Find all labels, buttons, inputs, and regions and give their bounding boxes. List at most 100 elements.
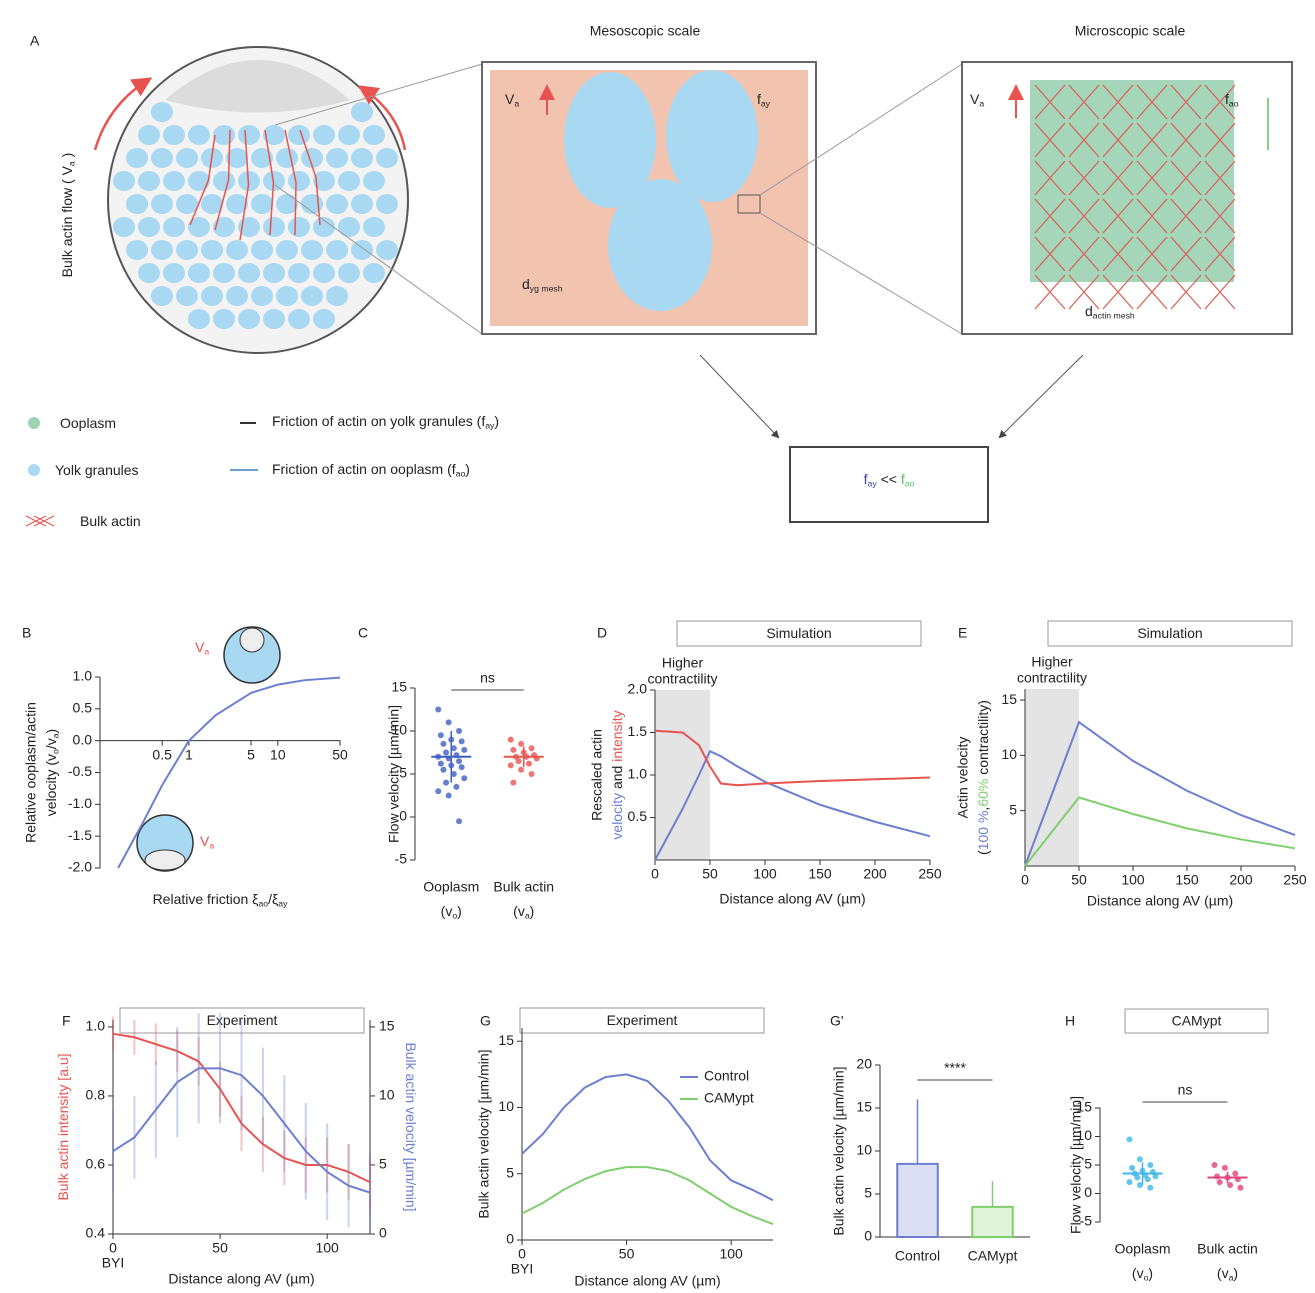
point xyxy=(508,762,514,768)
panel-letter: F xyxy=(62,1013,71,1029)
yolk-granule xyxy=(151,102,173,122)
text-part: Bulk actin intensity [a.u] xyxy=(55,1053,71,1200)
shade-label: contractility xyxy=(1017,670,1087,686)
x-tick-label: 0 xyxy=(518,1246,526,1262)
y-tick-label: 15 xyxy=(391,679,407,695)
y-tick-label: 5 xyxy=(506,1164,514,1180)
yolk-granule xyxy=(263,309,285,329)
panel-letter: C xyxy=(358,625,368,641)
yolk-granule xyxy=(138,217,160,237)
x-tick-label: 200 xyxy=(863,866,887,882)
inset xyxy=(145,850,185,870)
x-tick-label: 50 xyxy=(702,866,718,882)
y2-tick-label: 5 xyxy=(379,1156,387,1172)
yolk-granule xyxy=(276,194,298,214)
text-part: velocity (v xyxy=(43,754,59,816)
shaded-region xyxy=(1025,689,1079,866)
legend-label: Ooplasm xyxy=(60,415,116,431)
panel-letter: A xyxy=(30,33,40,49)
x-tick-label: 0 xyxy=(651,866,659,882)
point xyxy=(508,737,514,743)
annotation: Va xyxy=(200,833,214,851)
yolk-granule xyxy=(226,240,248,260)
shade-label: contractility xyxy=(647,671,717,687)
yolk-granule xyxy=(608,179,712,311)
point xyxy=(438,732,444,738)
point xyxy=(443,780,449,786)
point xyxy=(526,761,532,767)
x-tick-sublabel: (va) xyxy=(513,903,534,921)
y-tick-label: -1.5 xyxy=(68,827,92,843)
yolk-granule xyxy=(251,286,273,306)
legend-swatch xyxy=(26,516,54,526)
yolk-granule xyxy=(288,309,310,329)
point xyxy=(510,780,516,786)
point xyxy=(461,775,467,781)
x-tick-sublabel: (vo) xyxy=(1132,1265,1153,1283)
x-tick-label: 150 xyxy=(1175,872,1199,888)
yolk-granule xyxy=(363,171,385,191)
text-part: ao xyxy=(456,469,466,479)
yolk-granule xyxy=(126,240,148,260)
panel-letter: B xyxy=(22,625,31,641)
chart-title: CAMypt xyxy=(1172,1013,1222,1029)
y-axis-label: (100 %,60% contractility) xyxy=(975,700,991,855)
significance: ns xyxy=(1178,1082,1193,1098)
x-tick-label: 100 xyxy=(753,866,777,882)
yolk-granule xyxy=(238,263,260,283)
y-tick-label: 0.5 xyxy=(73,700,93,716)
y-axis-label: Flow velocity [µm/min] xyxy=(1068,1096,1084,1234)
yolk-granule xyxy=(176,286,198,306)
x-axis-label: Distance along AV (µm) xyxy=(574,1273,720,1289)
x-tick-sublabel: (va) xyxy=(1217,1265,1238,1283)
yolk-granule xyxy=(151,148,173,168)
legend-label: Control xyxy=(704,1068,749,1084)
yolk-granule xyxy=(201,240,223,260)
y-tick-label: 0 xyxy=(1084,1184,1092,1200)
y-axis-label: Flow velocity [µm/min] xyxy=(386,705,402,843)
y-tick-label: 15 xyxy=(1001,691,1017,707)
yolk-granule xyxy=(326,286,348,306)
text-part: << xyxy=(877,471,901,487)
point xyxy=(446,719,452,725)
yolk-granule xyxy=(313,263,335,283)
text-part: contractility) xyxy=(975,700,991,779)
yolk-granule xyxy=(338,171,360,191)
point xyxy=(1127,1179,1133,1185)
bar xyxy=(972,1207,1013,1237)
x-axis-label: Distance along AV (µm) xyxy=(1087,893,1233,909)
yolk-granule xyxy=(176,240,198,260)
y-tick-label: -2.0 xyxy=(68,859,92,875)
point xyxy=(518,741,524,747)
yolk-granule xyxy=(376,240,398,260)
yolk-granule xyxy=(113,217,135,237)
text-part: Ooplasm xyxy=(60,415,116,431)
y-tick-label: 10 xyxy=(856,1142,872,1158)
yolk-granule xyxy=(338,125,360,145)
point xyxy=(518,767,524,773)
y-tick-label: 0 xyxy=(506,1231,514,1247)
yolk-granule xyxy=(326,240,348,260)
y-tick-label: 5 xyxy=(1009,801,1017,817)
yolk-granule xyxy=(376,194,398,214)
yolk-granule xyxy=(276,240,298,260)
point xyxy=(1134,1175,1140,1181)
point xyxy=(1147,1185,1153,1191)
y-tick-label: 5 xyxy=(864,1185,872,1201)
x-tick-label: 10 xyxy=(270,746,286,762)
yolk-granule xyxy=(163,217,185,237)
point xyxy=(435,707,441,713)
yolk-granule xyxy=(288,263,310,283)
point xyxy=(529,771,535,777)
y-axis-label: Bulk actin velocity [µm/min] xyxy=(831,1066,847,1235)
x-tick-label: Control xyxy=(895,1248,940,1264)
x-tick-label: 0 xyxy=(1021,872,1029,888)
yolk-granule xyxy=(138,263,160,283)
y-tick-label: 0.6 xyxy=(86,1156,106,1172)
text-part: (v xyxy=(1132,1265,1144,1281)
text-part: Bulk actin velocity [µm/min] xyxy=(403,1042,419,1211)
text-part: a xyxy=(514,99,519,109)
text-part: 100 % xyxy=(975,811,991,851)
x-tick-label: 100 xyxy=(315,1240,339,1256)
text-part: d xyxy=(522,276,530,292)
